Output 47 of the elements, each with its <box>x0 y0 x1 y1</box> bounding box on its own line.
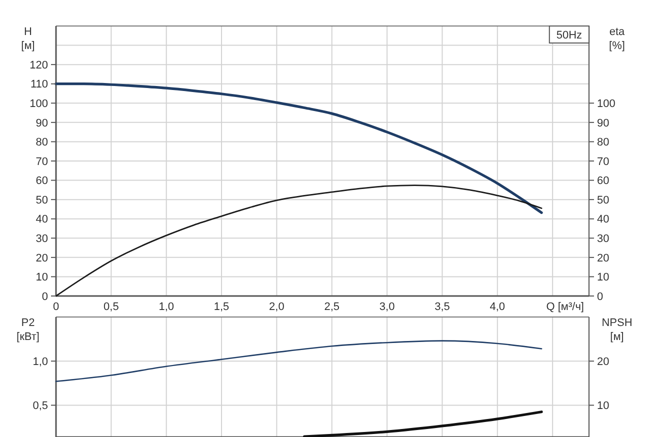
y2-axis-title: eta [%] <box>609 26 626 52</box>
y2-tick-label: 0 <box>597 290 604 303</box>
y2-tick-label: 100 <box>597 98 616 110</box>
y-tick-label: 110 <box>30 78 48 91</box>
x-tick-label: 0 <box>52 301 60 313</box>
y2-tick-label: 50 <box>597 194 610 206</box>
y2-tick-label: 80 <box>597 136 610 149</box>
line-series <box>55 184 542 297</box>
y-tick-label: 40 <box>36 214 48 226</box>
y2-tick-label: 30 <box>597 232 610 245</box>
y2-tick-label: 10 <box>597 272 610 284</box>
line-series <box>54 82 543 214</box>
y2-tick-label: 10 <box>597 400 610 412</box>
y-tick-label: 0,5 <box>32 400 48 412</box>
x-axis-title: Q [м³/ч] <box>546 301 584 313</box>
x-tick-label: 4,0 <box>490 301 506 313</box>
y-axis-title: H [м] <box>21 26 35 52</box>
y-tick-label: 100 <box>30 98 48 110</box>
y-tick-label: 1,0 <box>32 356 48 368</box>
y-tick-label: 10 <box>36 272 48 284</box>
x-tick-label: 2,5 <box>324 301 340 313</box>
y-tick-label: 0 <box>42 290 48 303</box>
y-tick-label: 20 <box>36 252 48 264</box>
line-series <box>55 340 542 382</box>
y-tick-label: 30 <box>36 232 48 245</box>
y-tick-label: 120 <box>30 59 48 72</box>
x-tick-label: 2,0 <box>269 301 284 313</box>
y-tick-label: 50 <box>36 194 48 206</box>
y-tick-label: 70 <box>36 156 48 168</box>
x-tick-label: 1,0 <box>158 301 174 313</box>
y-tick-label: 80 <box>36 136 48 149</box>
y2-tick-label: 60 <box>597 175 610 188</box>
y-tick-label: 60 <box>36 175 48 188</box>
y2-tick-label: 70 <box>597 156 610 168</box>
y2-tick-label: 20 <box>597 356 610 368</box>
y2-tick-label: 90 <box>597 117 610 130</box>
y2-axis-title: NPSH [м] <box>602 317 632 343</box>
line-series <box>302 410 543 437</box>
x-tick-label: 0,5 <box>104 301 119 313</box>
annotation: 50Hz <box>556 30 582 42</box>
y2-tick-label: 20 <box>597 252 610 264</box>
y-axis-title: P2 [кВт] <box>16 317 40 343</box>
x-tick-label: 1,5 <box>214 301 230 313</box>
x-tick-label: 3,5 <box>434 301 450 313</box>
y2-tick-label: 40 <box>597 214 610 226</box>
y-tick-label: 90 <box>36 117 48 130</box>
x-tick-label: 3,0 <box>379 301 395 313</box>
